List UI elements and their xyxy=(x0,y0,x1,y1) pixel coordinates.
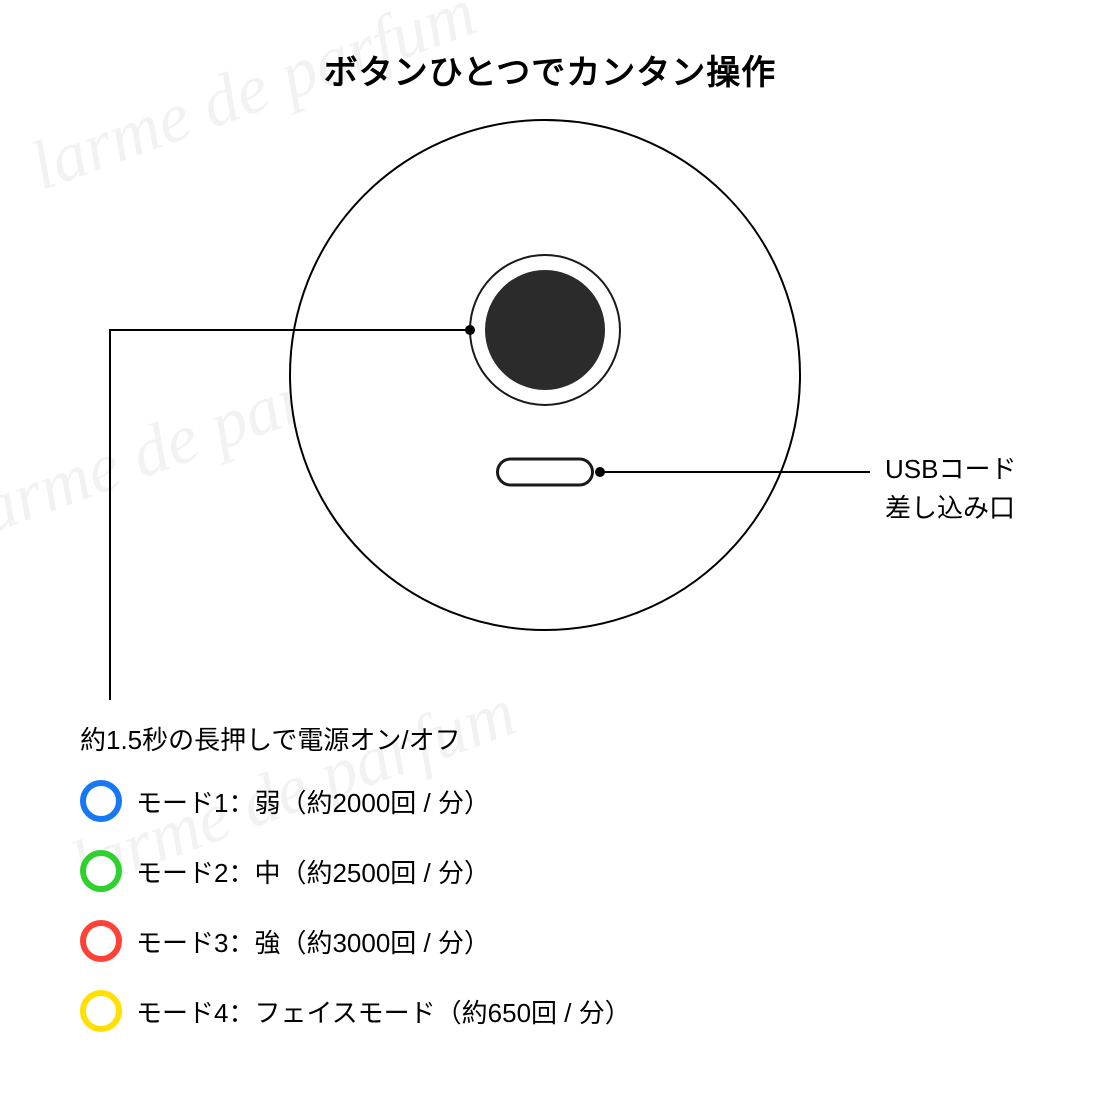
power-instruction: 約1.5秒の長押しで電源オン/オフ xyxy=(80,720,461,757)
mode-label: モード2：中（約2500回 / 分） xyxy=(136,853,490,890)
mode-ring-icon xyxy=(80,780,122,822)
mode-label: モード1：弱（約2000回 / 分） xyxy=(136,783,490,820)
mode-label: モード4：フェイスモード（約650回 / 分） xyxy=(136,993,631,1030)
mode-row: モード1：弱（約2000回 / 分） xyxy=(80,780,631,822)
mode-row: モード2：中（約2500回 / 分） xyxy=(80,850,631,892)
usb-label-line2: 差し込み口 xyxy=(885,493,1015,523)
mode-ring-icon xyxy=(80,920,122,962)
mode-row: モード4：フェイスモード（約650回 / 分） xyxy=(80,990,631,1032)
mode-row: モード3：強（約3000回 / 分） xyxy=(80,920,631,962)
mode-ring-icon xyxy=(80,990,122,1032)
mode-ring-icon xyxy=(80,850,122,892)
mode-label: モード3：強（約3000回 / 分） xyxy=(136,923,490,960)
mode-list: モード1：弱（約2000回 / 分） モード2：中（約2500回 / 分） モード3… xyxy=(80,780,631,1060)
usb-label-line1: USBコード xyxy=(885,454,1016,484)
usb-label: USBコード 差し込み口 xyxy=(885,450,1016,528)
